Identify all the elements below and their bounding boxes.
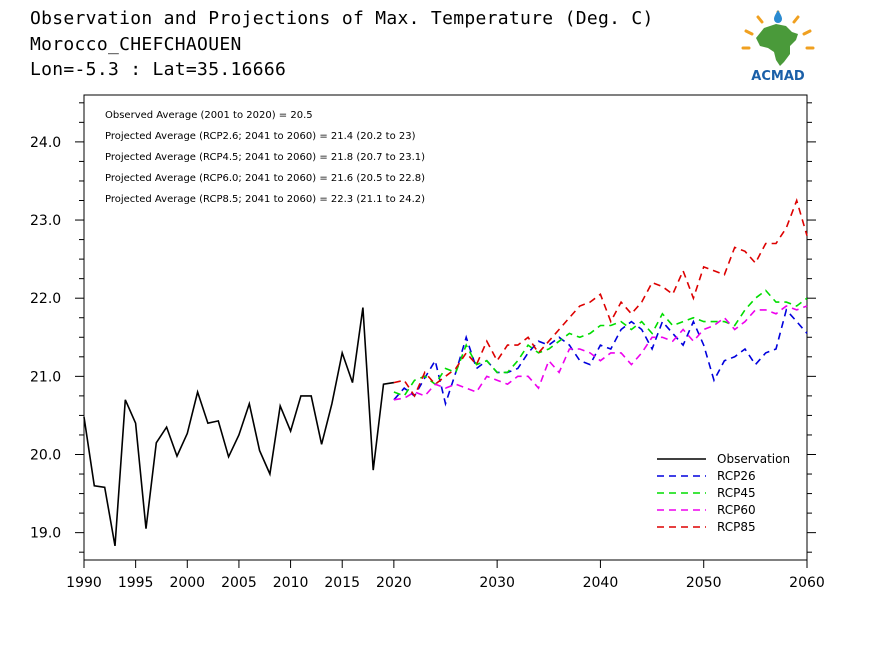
legend-label-rcp85: RCP85 bbox=[717, 520, 756, 534]
y-tick-label: 24.0 bbox=[30, 135, 61, 151]
y-tick-label: 19.0 bbox=[30, 526, 61, 542]
y-tick-label: 21.0 bbox=[30, 369, 61, 385]
africa-map-icon bbox=[756, 24, 798, 66]
x-tick-label: 2020 bbox=[376, 575, 412, 591]
annotation-5: Projected Average (RCP8.5; 2041 to 2060)… bbox=[105, 194, 425, 205]
series-layer bbox=[83, 197, 808, 547]
x-tick-label: 2010 bbox=[273, 575, 309, 591]
chart-subtitle-coordinates: Lon=-5.3 : Lat=35.16666 bbox=[30, 59, 287, 80]
chart-title: Observation and Projections of Max. Temp… bbox=[30, 8, 654, 29]
series-line-observation bbox=[83, 307, 395, 547]
plot-frame bbox=[83, 94, 808, 561]
water-drop-icon bbox=[774, 10, 782, 23]
x-tick-label: 2060 bbox=[789, 575, 825, 591]
annotations: Observed Average (2001 to 2020) = 20.5 Pr… bbox=[105, 110, 425, 205]
y-tick-label: 23.0 bbox=[30, 213, 61, 229]
logo-text: ACMAD bbox=[751, 69, 805, 84]
x-tick-label: 2005 bbox=[221, 575, 257, 591]
series-line-rcp60 bbox=[393, 305, 808, 401]
x-tick-label: 2030 bbox=[479, 575, 515, 591]
legend-label-rcp45: RCP45 bbox=[717, 486, 756, 500]
y-tick-label: 20.0 bbox=[30, 447, 61, 463]
annotation-4: Projected Average (RCP6.0; 2041 to 2060)… bbox=[105, 173, 425, 184]
annotation-2: Projected Average (RCP2.6; 2041 to 2060)… bbox=[105, 131, 416, 142]
series-line-rcp26 bbox=[393, 308, 808, 407]
axes: 19.0 20.0 21.0 22.0 23.0 24.0 1990 1995 2000 2005… bbox=[30, 94, 825, 591]
annotation-3: Projected Average (RCP4.5; 2041 to 2060)… bbox=[105, 152, 425, 163]
annotation-1: Observed Average (2001 to 2020) = 20.5 bbox=[105, 110, 313, 121]
x-tick-label: 2050 bbox=[686, 575, 722, 591]
legend-label-rcp60: RCP60 bbox=[717, 503, 756, 517]
sun-rays-icon bbox=[741, 10, 815, 50]
legend: Observation RCP26 RCP45 RCP60 RCP85 bbox=[657, 452, 790, 534]
legend-label-observation: Observation bbox=[717, 452, 790, 466]
chart-subtitle-location: Morocco_CHEFCHAOUEN bbox=[30, 34, 242, 55]
x-tick-label: 2040 bbox=[583, 575, 619, 591]
x-tick-label: 2000 bbox=[169, 575, 205, 591]
x-tick-label: 1995 bbox=[118, 575, 154, 591]
x-tick-label: 2015 bbox=[324, 575, 360, 591]
acmad-logo: ACMAD bbox=[741, 10, 815, 84]
series-line-rcp45 bbox=[393, 289, 808, 397]
legend-label-rcp26: RCP26 bbox=[717, 469, 756, 483]
series-line-rcp85 bbox=[393, 197, 808, 398]
y-tick-label: 22.0 bbox=[30, 291, 61, 307]
x-tick-label: 1990 bbox=[66, 575, 102, 591]
